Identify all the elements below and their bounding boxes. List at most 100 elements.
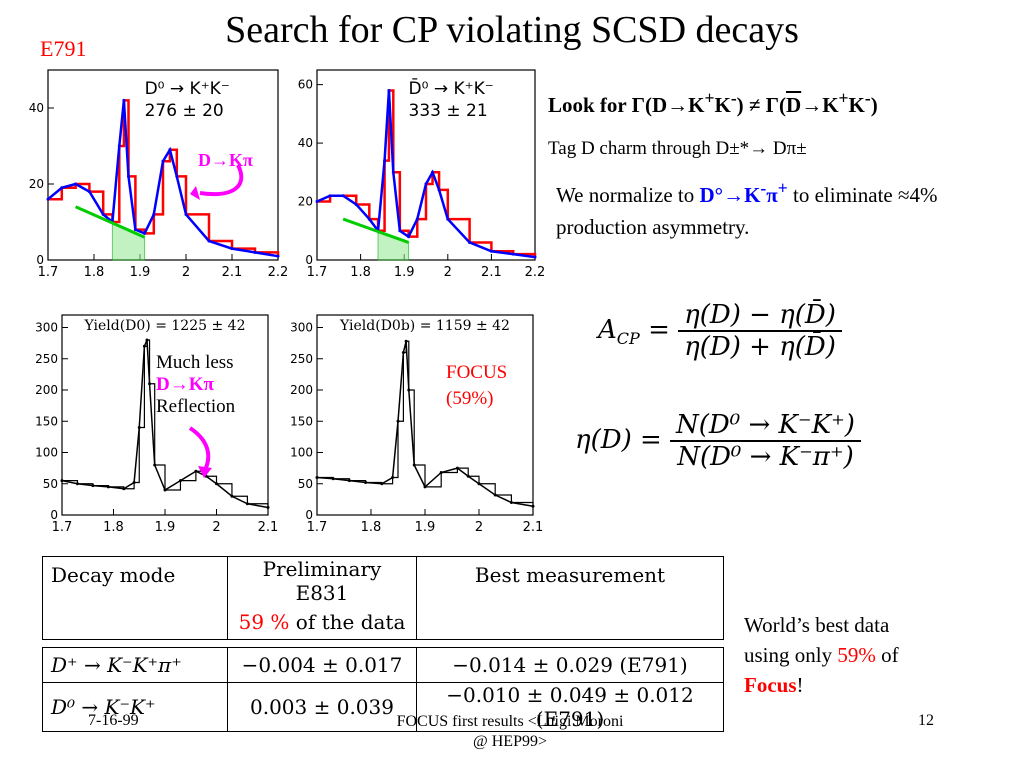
footer-date: 7-16-99 <box>88 712 139 729</box>
data-point <box>341 194 345 198</box>
normalize-pi: π <box>766 183 778 207</box>
data-point <box>533 255 537 259</box>
data-point <box>161 159 165 163</box>
focus-label: FOCUS (59%) <box>446 360 507 412</box>
y-tick-label: 50 <box>43 477 58 491</box>
data-point <box>266 506 270 509</box>
look-for-mid1: K <box>714 93 731 117</box>
look-for-sup1: + <box>704 88 715 108</box>
y-tick-label: 150 <box>35 414 58 428</box>
focus-label-line1: FOCUS <box>446 362 508 383</box>
histogram-series <box>317 89 537 258</box>
data-point <box>401 351 405 354</box>
chart-e791-d0bar: 1.7 1.8 1.9 2 2.1 2.2 0 20 40 60 D̄⁰ → K⁺K⁻333 ± 2… <box>298 69 545 280</box>
look-for-sup3: + <box>838 88 849 108</box>
data-point <box>175 174 179 178</box>
data-point <box>412 463 416 467</box>
x-tick-label: 2 <box>475 520 483 535</box>
fit-curve <box>47 100 279 258</box>
data-point <box>331 477 335 481</box>
data-point <box>75 482 79 486</box>
data-point <box>531 504 535 508</box>
x-tick-label: 2.1 <box>258 520 279 535</box>
x-tick-label: 2.1 <box>481 265 502 280</box>
focus-label-line2: (59%) <box>446 388 494 409</box>
data-point <box>455 466 459 470</box>
table-subheader-row: 59 % of the data <box>43 605 724 640</box>
world-best-pct: 59% <box>837 643 876 667</box>
plot-frame <box>47 69 279 261</box>
data-point <box>477 482 481 486</box>
x-tick-label: 1.8 <box>350 265 371 280</box>
data-point <box>253 250 257 254</box>
x-tick-label: 2.1 <box>222 265 243 280</box>
data-point <box>230 247 234 251</box>
data-point <box>148 382 152 386</box>
normalize-after: to eliminate ≈4% production asymmetry. <box>556 183 938 239</box>
data-point <box>415 217 419 221</box>
data-point <box>407 388 411 392</box>
normalize-sup2: + <box>777 178 788 198</box>
signal-shaded-region <box>377 230 410 261</box>
world-best-line2b: of <box>875 643 899 667</box>
world-best-line2a: using only <box>744 643 838 667</box>
data-point <box>142 344 146 348</box>
look-for-sup2: - <box>730 88 737 108</box>
data-point <box>423 485 427 489</box>
data-point <box>391 476 395 479</box>
data-point <box>101 212 105 216</box>
plot-frame <box>316 69 536 261</box>
world-best-text: World’s best data using only 59% of Focu… <box>744 610 1004 700</box>
data-point <box>391 170 395 174</box>
look-for-gamma1: Γ(D→K <box>631 93 705 117</box>
y-tick-label: 300 <box>290 321 313 335</box>
chart-annotation: D̄⁰ → K⁺K⁻ <box>409 77 494 99</box>
table-header-cell: Decay mode <box>42 556 228 640</box>
chart-title: Yield(D0b) = 1159 ± 42 <box>339 318 510 334</box>
table-spacer-cell <box>42 639 724 648</box>
data-point <box>315 200 319 204</box>
data-point <box>407 235 411 239</box>
data-point <box>207 239 211 243</box>
y-tick-label: 300 <box>35 321 58 335</box>
y-tick-label: 200 <box>290 383 313 397</box>
data-point <box>315 476 319 479</box>
world-best-line1: World’s best data <box>744 613 890 637</box>
data-point <box>143 231 147 235</box>
data-point <box>509 501 513 504</box>
y-tick-label: 0 <box>305 253 313 267</box>
look-for-mid2: K <box>848 93 865 117</box>
look-for-close1: ) ≠ Γ( <box>736 93 787 117</box>
x-tick-label: 1.9 <box>394 265 415 280</box>
dkpi-label: D→Kπ <box>198 150 253 170</box>
x-tick-label: 1.9 <box>130 265 151 280</box>
table-cell-mode: D⁺ → K⁻K⁺π⁺ <box>42 647 228 683</box>
x-tick-label: 1.8 <box>361 520 382 535</box>
chart-annotation: D⁰ → K⁺K⁻ <box>145 79 230 99</box>
y-tick-label: 200 <box>35 383 58 397</box>
x-tick-label: 1.7 <box>307 520 328 535</box>
x-tick-label: 1.8 <box>103 520 124 535</box>
data-point <box>132 481 136 484</box>
results-table-wrap: Decay mode Preliminary E831 Best measure… <box>42 556 724 732</box>
y-tick-label: 40 <box>298 136 313 150</box>
x-tick-label: 1.7 <box>52 520 73 535</box>
x-tick-label: 2 <box>212 520 220 535</box>
look-for-arrow2: →K <box>801 93 839 117</box>
background-fit-line <box>74 205 146 239</box>
data-point <box>354 202 358 206</box>
y-tick-label: 250 <box>290 352 313 366</box>
y-tick-label: 250 <box>35 352 58 366</box>
y-tick-label: 60 <box>298 78 313 92</box>
data-point <box>122 487 126 491</box>
table-subheader-pct: 59 % <box>238 610 290 634</box>
data-point <box>133 228 137 232</box>
e791-label: E791 <box>40 36 87 61</box>
acp-lhs-sub: CP <box>616 329 640 349</box>
acp-lhs: A <box>598 315 617 345</box>
eta-denominator: N(D⁰ → K⁻π⁺) <box>677 442 854 472</box>
data-point <box>145 338 149 342</box>
y-tick-label: 150 <box>290 414 313 428</box>
table-header-row: Decay mode Preliminary E831 Best measure… <box>42 556 724 640</box>
table-row: D⁺ → K⁻K⁺π⁺ −0.004 ± 0.017 −0.014 ± 0.02… <box>42 647 724 683</box>
